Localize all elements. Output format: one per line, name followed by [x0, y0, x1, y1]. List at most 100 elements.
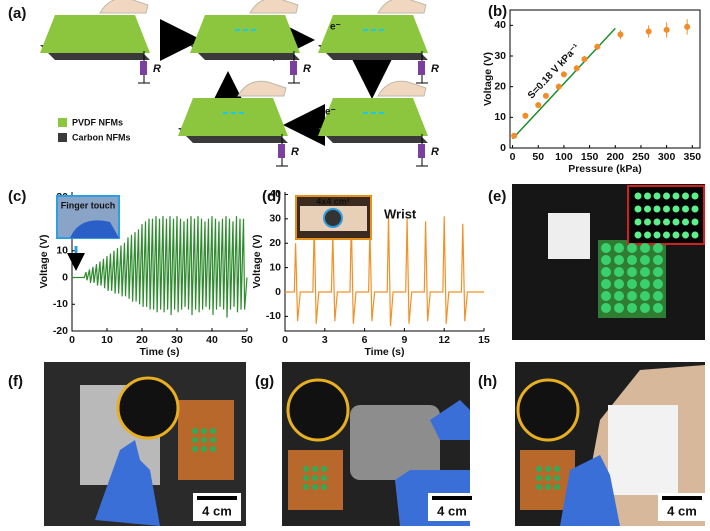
- zoom-circle: [286, 378, 350, 442]
- x-tick-label: 50: [532, 151, 544, 163]
- inset-label: 4x4 cm²: [316, 196, 350, 206]
- y-tick-label: 30: [494, 50, 506, 62]
- x-tick-label: 6: [362, 334, 368, 346]
- charge: [363, 112, 368, 114]
- y-tick-label: 10: [269, 261, 281, 273]
- led: [192, 446, 198, 452]
- led: [201, 428, 207, 434]
- y-tick-label: 0: [62, 271, 68, 283]
- point: [645, 28, 652, 35]
- resistor: [140, 61, 147, 75]
- y-tick-label: 0: [275, 286, 281, 298]
- y-tick-label: 20: [494, 80, 506, 92]
- led-glow: [691, 205, 699, 213]
- resistor-label: R: [303, 63, 311, 75]
- glove: [430, 400, 470, 440]
- led: [640, 267, 650, 277]
- slab-top: [318, 98, 428, 136]
- x-tick-label: 50: [241, 334, 253, 346]
- led-glow: [653, 205, 661, 213]
- zoom-circle: [116, 376, 180, 440]
- led: [545, 466, 551, 472]
- scale-label: 4 cm: [667, 503, 697, 518]
- finger: [249, 0, 299, 14]
- led: [640, 303, 650, 313]
- slab-top: [40, 15, 150, 53]
- point: [511, 132, 518, 139]
- x-tick-label: 15: [478, 334, 490, 346]
- charge: [223, 112, 228, 114]
- led: [312, 475, 318, 481]
- device: [608, 405, 678, 495]
- x-tick-label: 100: [555, 151, 573, 163]
- electron-label: e⁻: [330, 22, 341, 33]
- led: [627, 279, 637, 289]
- panel-label: (a): [8, 5, 26, 22]
- resistor: [278, 144, 285, 158]
- wire: [416, 51, 428, 84]
- y-tick-label: -10: [53, 298, 68, 310]
- led-glow: [691, 218, 699, 226]
- led: [614, 291, 624, 301]
- led: [627, 303, 637, 313]
- led-glow: [663, 218, 670, 226]
- wire: [276, 134, 288, 167]
- led-glow: [663, 192, 670, 200]
- led: [653, 279, 663, 289]
- led-glow: [663, 231, 670, 239]
- finger: [377, 80, 427, 97]
- wire: [138, 51, 150, 84]
- led-glow: [691, 231, 699, 239]
- finger: [99, 0, 149, 14]
- panel-label: (e): [488, 188, 506, 205]
- led-glow: [682, 192, 689, 200]
- led: [192, 437, 198, 443]
- finger: [237, 80, 287, 97]
- point: [684, 23, 691, 30]
- legend-label: PVDF NFMs: [72, 117, 123, 127]
- led: [627, 255, 637, 265]
- led: [554, 466, 560, 472]
- led: [627, 243, 637, 253]
- led-glow: [672, 205, 680, 213]
- led: [210, 428, 216, 434]
- signal-line: [285, 216, 484, 327]
- resistor: [418, 144, 425, 158]
- panel-label: (h): [478, 373, 497, 390]
- point: [573, 65, 580, 72]
- x-axis-label: Time (s): [139, 346, 179, 358]
- resistor: [418, 61, 425, 75]
- y-axis-label: Voltage (V): [482, 52, 494, 106]
- charge: [363, 29, 368, 31]
- x-tick-label: 200: [607, 151, 625, 163]
- resistor-label: R: [431, 146, 439, 158]
- led: [627, 291, 637, 301]
- led: [210, 437, 216, 443]
- x-axis-label: Time (s): [364, 346, 404, 358]
- led-glow: [644, 205, 651, 213]
- led: [653, 267, 663, 277]
- resistor: [290, 61, 297, 75]
- led-glow: [672, 231, 680, 239]
- x-tick-label: 20: [136, 334, 148, 346]
- x-tick-label: 350: [684, 151, 702, 163]
- led: [627, 267, 637, 277]
- led: [192, 428, 198, 434]
- charge: [239, 112, 244, 114]
- led: [554, 484, 560, 490]
- x-tick-label: 12: [438, 334, 450, 346]
- electron-label: e⁻: [325, 107, 336, 118]
- glove: [95, 440, 160, 526]
- charge: [371, 29, 376, 31]
- point: [560, 71, 567, 78]
- led: [201, 437, 207, 443]
- led: [653, 255, 663, 265]
- bottle: [350, 405, 440, 480]
- led-glow: [663, 205, 670, 213]
- led: [312, 466, 318, 472]
- led: [601, 303, 611, 313]
- led: [201, 446, 207, 452]
- fit-line: [512, 27, 616, 140]
